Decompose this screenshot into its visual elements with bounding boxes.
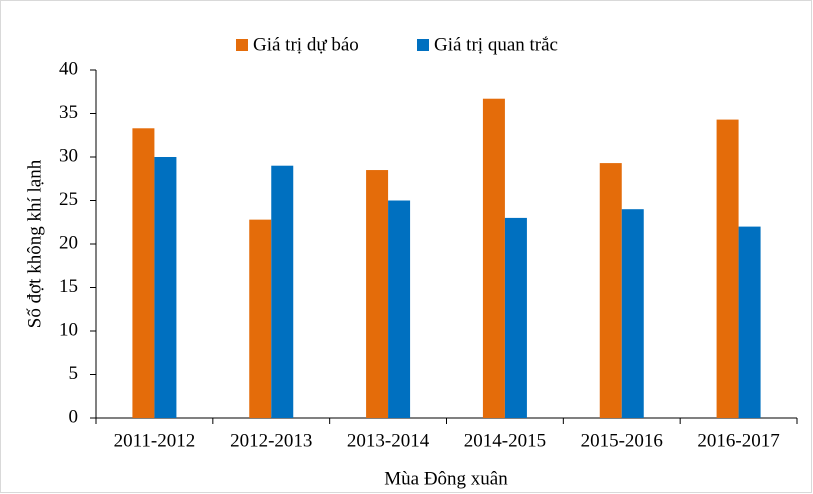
x-tick-label: 2012-2013 — [230, 430, 312, 451]
x-tick-label: 2013-2014 — [347, 430, 430, 451]
bar — [271, 165, 294, 418]
y-tick-label: 20 — [59, 232, 78, 253]
bar — [716, 119, 739, 418]
y-tick-label: 5 — [69, 363, 79, 384]
bar — [154, 157, 177, 418]
x-tick-label: 2014-2015 — [464, 430, 546, 451]
x-tick-label: 2016-2017 — [697, 430, 779, 451]
y-tick-label: 40 — [59, 58, 78, 79]
bar — [621, 209, 644, 418]
bar — [249, 219, 272, 418]
y-axis-label: Số đợt không khí lạnh — [24, 159, 45, 328]
x-tick-label: 2011-2012 — [114, 430, 196, 451]
legend-swatch — [236, 39, 248, 51]
x-axis-label: Mùa Đông xuân — [384, 468, 508, 489]
legend-label: Giá trị dự báo — [253, 34, 359, 55]
legend-swatch — [417, 39, 429, 51]
bar — [388, 200, 411, 418]
legend-label: Giá trị quan trắc — [434, 34, 558, 55]
bar — [599, 163, 622, 418]
bar — [132, 128, 155, 419]
bar — [366, 170, 389, 418]
y-tick-label: 25 — [59, 189, 78, 210]
bar — [504, 217, 527, 418]
y-tick-label: 10 — [59, 319, 78, 340]
y-tick-label: 15 — [59, 276, 78, 297]
y-tick-label: 30 — [59, 145, 78, 166]
bar — [482, 98, 505, 419]
y-tick-label: 0 — [69, 406, 79, 427]
y-tick-label: 35 — [59, 102, 78, 123]
bar — [738, 226, 761, 418]
x-tick-label: 2015-2016 — [581, 430, 663, 451]
